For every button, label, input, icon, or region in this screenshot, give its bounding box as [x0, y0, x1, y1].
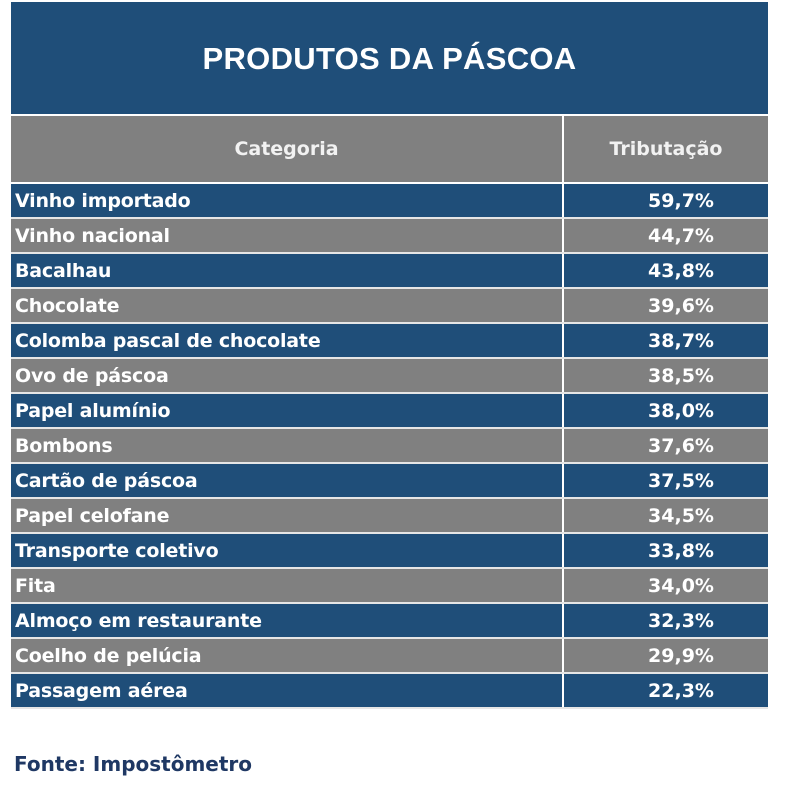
category-cell: Ovo de páscoa	[11, 357, 564, 394]
category-cell: Bombons	[11, 427, 564, 464]
tax-cell: 38,0%	[563, 392, 768, 429]
title-banner: PRODUTOS DA PÁSCOA	[11, 2, 768, 114]
table-row: Ovo de páscoa 38,5%	[11, 357, 768, 394]
page-title: PRODUTOS DA PÁSCOA	[202, 41, 577, 76]
table-row: Transporte coletivo 33,8%	[11, 532, 768, 569]
column-header-tax: Tributação	[562, 116, 768, 184]
category-cell: Vinho importado	[11, 182, 564, 219]
tax-cell: 22,3%	[563, 672, 768, 709]
category-cell: Cartão de páscoa	[11, 462, 564, 499]
tax-cell: 43,8%	[563, 252, 768, 289]
source-caption: Fonte: Impostômetro	[14, 752, 253, 776]
category-cell: Chocolate	[11, 287, 564, 324]
category-cell: Papel celofane	[11, 497, 564, 534]
tax-cell: 34,0%	[563, 567, 768, 604]
category-cell: Coelho de pelúcia	[11, 637, 564, 674]
table-row: Papel celofane 34,5%	[11, 497, 768, 534]
table-row: Bacalhau 43,8%	[11, 252, 768, 289]
table-row: Cartão de páscoa 37,5%	[11, 462, 768, 499]
table-row: Vinho nacional 44,7%	[11, 217, 768, 254]
tax-cell: 39,6%	[563, 287, 768, 324]
tax-cell: 44,7%	[563, 217, 768, 254]
tax-cell: 38,7%	[563, 322, 768, 359]
tax-cell: 29,9%	[563, 637, 768, 674]
easter-products-table-container: PRODUTOS DA PÁSCOA Categoria Tributação …	[11, 2, 768, 709]
table-row: Passagem aérea 22,3%	[11, 672, 768, 709]
tax-table: Categoria Tributação Vinho importado 59,7…	[11, 116, 768, 709]
tax-cell: 37,6%	[563, 427, 768, 464]
tax-cell: 37,5%	[563, 462, 768, 499]
category-cell: Transporte coletivo	[11, 532, 564, 569]
category-cell: Colomba pascal de chocolate	[11, 322, 564, 359]
tax-cell: 33,8%	[563, 532, 768, 569]
table-row: Fita 34,0%	[11, 567, 768, 604]
table-header-row: Categoria Tributação	[11, 116, 768, 184]
category-cell: Papel alumínio	[11, 392, 564, 429]
tax-cell: 38,5%	[563, 357, 768, 394]
table-row: Almoço em restaurante 32,3%	[11, 602, 768, 639]
column-header-category: Categoria	[11, 116, 564, 184]
table-row: Papel alumínio 38,0%	[11, 392, 768, 429]
category-cell: Vinho nacional	[11, 217, 564, 254]
category-cell: Fita	[11, 567, 564, 604]
tax-cell: 59,7%	[563, 182, 768, 219]
table-row: Bombons 37,6%	[11, 427, 768, 464]
tax-cell: 34,5%	[563, 497, 768, 534]
tax-cell: 32,3%	[563, 602, 768, 639]
category-cell: Almoço em restaurante	[11, 602, 564, 639]
category-cell: Passagem aérea	[11, 672, 564, 709]
category-cell: Bacalhau	[11, 252, 564, 289]
table-row: Colomba pascal de chocolate 38,7%	[11, 322, 768, 359]
table-row: Vinho importado 59,7%	[11, 182, 768, 219]
table-row: Chocolate 39,6%	[11, 287, 768, 324]
table-row: Coelho de pelúcia 29,9%	[11, 637, 768, 674]
